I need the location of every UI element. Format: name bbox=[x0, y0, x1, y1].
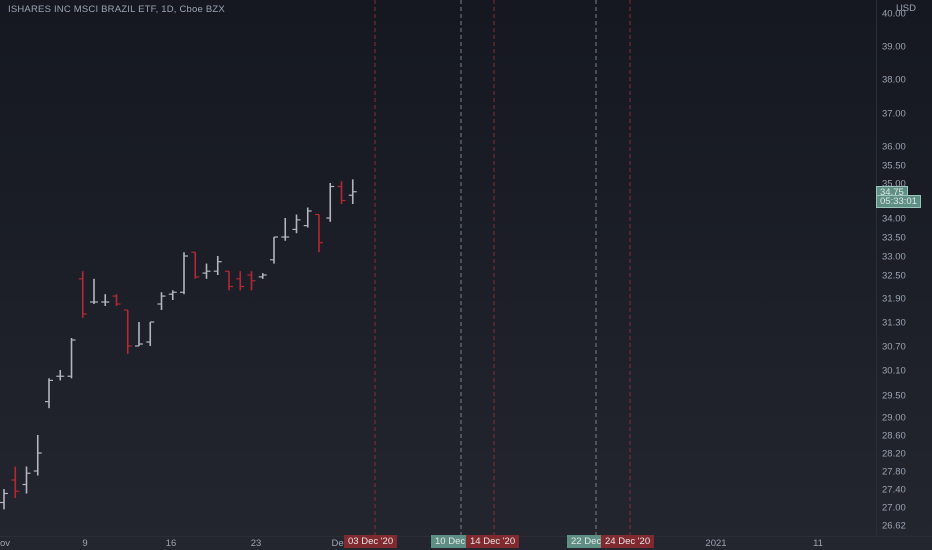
price-tick-label: 30.10 bbox=[882, 366, 906, 377]
time-axis-label: 2021 bbox=[705, 538, 726, 549]
time-axis-label: 11 bbox=[813, 538, 823, 549]
time-axis-label: ov bbox=[0, 538, 10, 549]
date-marker-tag[interactable]: 03 Dec '20 bbox=[344, 535, 398, 548]
ohlc-bar bbox=[247, 271, 256, 291]
ohlc-bar bbox=[326, 183, 335, 222]
ohlc-bar bbox=[56, 370, 65, 381]
ohlc-bar bbox=[112, 294, 121, 306]
ohlc-bar bbox=[303, 207, 312, 228]
price-tick-label: 29.50 bbox=[882, 391, 906, 402]
ohlc-bar bbox=[101, 294, 110, 306]
time-axis-label: 23 bbox=[251, 538, 262, 549]
price-tick-label: 26.62 bbox=[882, 521, 906, 532]
ohlc-bar bbox=[337, 181, 346, 204]
ohlc-bar bbox=[135, 322, 143, 347]
ohlc-bar bbox=[33, 435, 42, 476]
ohlc-bar bbox=[213, 256, 222, 275]
ohlc-bar bbox=[168, 290, 177, 300]
ohlc-bar bbox=[157, 292, 166, 310]
price-tick-label: 27.00 bbox=[882, 503, 906, 514]
price-axis-separator bbox=[876, 0, 877, 536]
price-tick-label: 28.60 bbox=[882, 431, 906, 442]
ohlc-bar bbox=[348, 179, 357, 204]
price-tick-label: 29.00 bbox=[882, 413, 906, 424]
time-axis-label: Dec bbox=[332, 538, 349, 549]
ohlc-bar bbox=[78, 271, 87, 318]
ohlc-bar bbox=[11, 466, 20, 498]
price-tick-label: 32.50 bbox=[882, 271, 906, 282]
price-tick-label: 36.00 bbox=[882, 142, 906, 153]
ohlc-bar bbox=[270, 236, 278, 264]
ohlc-bar bbox=[258, 273, 267, 279]
price-tick-label: 40.00 bbox=[882, 9, 906, 20]
price-tick-label: 28.20 bbox=[882, 449, 906, 460]
date-marker-tag[interactable]: 24 Dec '20 bbox=[601, 535, 655, 548]
ohlc-bar bbox=[180, 252, 188, 295]
ohlc-bar bbox=[191, 251, 200, 279]
price-tick-label: 33.50 bbox=[882, 233, 906, 244]
ohlc-bar bbox=[315, 213, 323, 253]
date-marker-tag[interactable]: 14 Dec '20 bbox=[466, 535, 520, 548]
price-tick-label: 27.80 bbox=[882, 467, 906, 478]
ohlc-bar bbox=[45, 378, 53, 409]
price-tick-label: 39.00 bbox=[882, 42, 906, 53]
ohlc-bar bbox=[146, 321, 155, 346]
countdown-tag: 05:33:01 bbox=[876, 194, 921, 208]
date-marker-tag[interactable]: 10 Dec bbox=[431, 535, 470, 548]
price-tick-label: 34.00 bbox=[882, 214, 906, 225]
ohlc-bar bbox=[292, 214, 301, 234]
price-tick-label: 35.50 bbox=[882, 161, 906, 172]
ohlc-bar bbox=[123, 309, 132, 354]
time-axis-label: 16 bbox=[166, 538, 177, 549]
price-tick-label: 38.00 bbox=[882, 75, 906, 86]
ohlc-bar bbox=[90, 278, 98, 304]
currency-label: USD bbox=[895, 3, 916, 14]
chart-legend: ISHARES INC MSCI BRAZIL ETF, 1D, Cboe BZ… bbox=[8, 4, 225, 15]
time-axis-label: 9 bbox=[82, 538, 87, 549]
price-tick-label: 30.70 bbox=[882, 342, 906, 353]
price-tick-label: 33.00 bbox=[882, 252, 906, 263]
ohlc-bar bbox=[67, 338, 76, 379]
price-tick-label: 37.00 bbox=[882, 109, 906, 120]
ohlc-bar bbox=[281, 218, 290, 241]
price-tick-label: 31.90 bbox=[882, 294, 906, 305]
date-marker-tag[interactable]: 22 Dec bbox=[567, 535, 606, 548]
price-tick-label: 27.40 bbox=[882, 485, 906, 496]
ohlc-bar bbox=[0, 489, 8, 510]
ohlc-bar bbox=[22, 466, 31, 494]
price-tick-label: 35.00 bbox=[882, 179, 906, 190]
ohlc-bar bbox=[236, 271, 245, 291]
ohlc-bar bbox=[202, 263, 211, 279]
price-tick-label: 31.30 bbox=[882, 318, 906, 329]
ohlc-bar bbox=[225, 270, 233, 291]
